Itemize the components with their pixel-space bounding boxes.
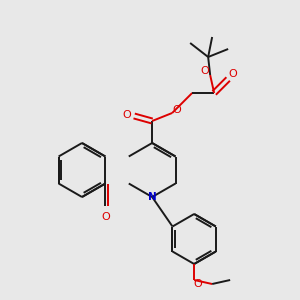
Text: O: O <box>101 212 110 223</box>
Text: O: O <box>201 66 209 76</box>
Text: N: N <box>148 192 157 202</box>
Text: O: O <box>173 105 182 115</box>
Text: O: O <box>229 69 238 79</box>
Text: O: O <box>194 279 203 289</box>
Text: O: O <box>123 110 131 120</box>
